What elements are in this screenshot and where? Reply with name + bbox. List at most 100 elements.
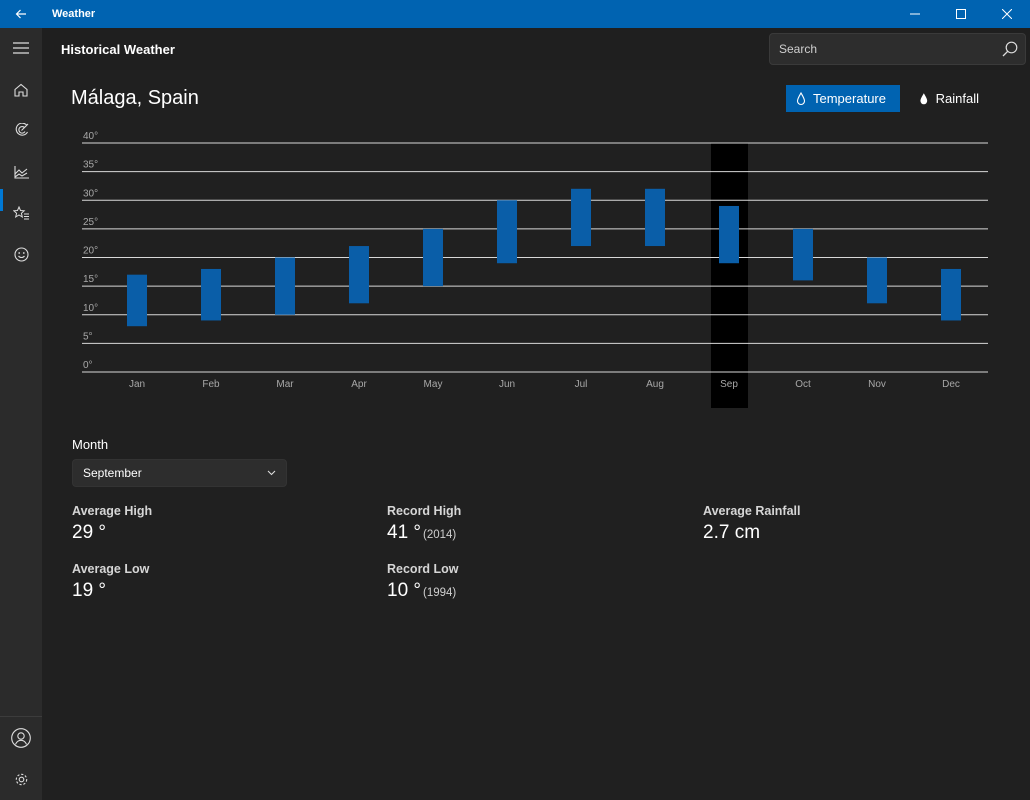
y-tick-label: 30°: [83, 188, 98, 199]
thermometer-drop-icon: [796, 91, 806, 105]
stat-label: Average High: [72, 504, 153, 518]
back-arrow-icon: [15, 9, 26, 19]
main-content: Málaga, Spain Temperature Rainfall 0° 5° 1…: [42, 70, 1030, 800]
maximize-button[interactable]: [938, 0, 984, 28]
temperature-label: Temperature: [813, 91, 886, 106]
temperature-bar-oct[interactable]: [793, 228, 813, 281]
menu-button[interactable]: [0, 28, 42, 68]
minimize-button[interactable]: [892, 0, 938, 28]
y-tick-label: 15°: [83, 274, 98, 285]
title-bar: Weather: [0, 0, 1030, 28]
temperature-bar-nov[interactable]: [867, 257, 887, 304]
temperature-bar-apr[interactable]: [349, 246, 369, 304]
active-indicator: [0, 189, 3, 211]
close-icon: [1002, 9, 1012, 19]
month-label: Month: [72, 437, 109, 452]
minimize-icon: [910, 13, 920, 15]
radar-icon: [15, 122, 28, 136]
stat-value: 2.7 cm: [703, 522, 761, 543]
stat-value: 41 °: [387, 522, 422, 543]
stat-value-row: 10 ° (1994): [387, 580, 459, 602]
page-title: Historical Weather: [61, 42, 175, 57]
home-icon: [14, 83, 28, 97]
window-title: Weather: [52, 8, 96, 20]
nav-home[interactable]: [0, 70, 42, 110]
rainfall-toggle[interactable]: Rainfall: [909, 85, 989, 112]
stat-value: 19 °: [72, 580, 107, 601]
chevron-down-icon: [267, 470, 276, 476]
stat-record-high: Record High 41 ° (2014): [387, 504, 461, 544]
stat-value: 29 °: [72, 522, 107, 543]
month-selected-value: September: [83, 466, 142, 480]
x-tick-label: May: [424, 379, 443, 390]
temperature-bar-jul[interactable]: [571, 188, 591, 247]
x-tick-label: Aug: [646, 379, 664, 390]
x-tick-label: Feb: [202, 379, 220, 390]
temperature-bar-dec[interactable]: [941, 268, 961, 321]
stat-label: Record High: [387, 504, 462, 518]
stat-year: (1994): [423, 587, 457, 599]
x-tick-label: Oct: [795, 379, 811, 390]
temperature-bar-feb[interactable]: [201, 268, 221, 321]
selected-month-highlight[interactable]: [711, 143, 748, 408]
stat-label: Record Low: [387, 562, 459, 576]
x-tick-label: Jun: [499, 379, 515, 390]
close-button[interactable]: [984, 0, 1030, 28]
stat-value-row: 41 ° (2014): [387, 522, 461, 544]
y-tick-label: 40°: [83, 131, 98, 142]
x-tick-label: Sep: [720, 379, 738, 390]
nav-life[interactable]: [0, 234, 42, 274]
stat-value: 10 °: [387, 580, 422, 601]
search-input[interactable]: [770, 42, 995, 56]
stat-average-low: Average Low 19 °: [72, 562, 149, 602]
temperature-bar-mar[interactable]: [275, 257, 295, 315]
nav-favorites[interactable]: [0, 193, 42, 233]
nav-historical-weather[interactable]: [0, 152, 42, 192]
x-tick-label: Mar: [276, 379, 294, 390]
window-controls: [892, 0, 1030, 28]
nav-divider: [0, 716, 42, 717]
temperature-bar-aug[interactable]: [645, 188, 665, 247]
search-button[interactable]: [995, 34, 1025, 64]
temperature-bar-jan[interactable]: [127, 274, 147, 327]
x-tick-label: Jul: [575, 379, 588, 390]
stat-label: Average Rainfall: [703, 504, 801, 518]
nav-maps[interactable]: [0, 110, 42, 150]
back-button[interactable]: [0, 0, 42, 28]
search-icon: [1002, 41, 1018, 57]
x-tick-label: Nov: [868, 379, 886, 390]
account-button[interactable]: [0, 718, 42, 758]
location-title: Málaga, Spain: [71, 87, 199, 109]
y-tick-label: 35°: [83, 160, 98, 171]
temperature-range-chart: 0° 5° 10° 15° 20° 25° 30° 35° 40° Jan Feb Mar Apr May…: [82, 131, 988, 408]
y-tick-label: 25°: [83, 217, 98, 228]
temperature-bar-jun[interactable]: [497, 200, 517, 264]
settings-button[interactable]: [0, 759, 42, 799]
rainfall-label: Rainfall: [935, 91, 979, 106]
nav-rail: [0, 28, 42, 800]
stat-label: Average Low: [72, 562, 150, 576]
settings-icon: [15, 773, 27, 785]
historical-chart-icon: [13, 165, 29, 179]
stat-average-high: Average High 29 °: [72, 504, 152, 544]
app-header: Historical Weather: [42, 28, 1030, 70]
y-tick-label: 20°: [83, 246, 98, 257]
maximize-icon: [956, 9, 966, 19]
x-tick-label: Dec: [942, 379, 960, 390]
temperature-bar-may[interactable]: [423, 228, 443, 287]
account-icon: [11, 728, 31, 748]
x-tick-label: Jan: [129, 379, 145, 390]
stat-record-low: Record Low 10 ° (1994): [387, 562, 459, 602]
temperature-bar-sep[interactable]: [719, 205, 739, 264]
y-tick-label: 0°: [83, 360, 93, 371]
menu-icon: [13, 42, 29, 54]
stat-year: (2014): [423, 529, 457, 541]
y-tick-label: 5°: [83, 331, 93, 342]
temperature-toggle[interactable]: Temperature: [786, 85, 900, 112]
raindrop-icon: [920, 92, 928, 104]
favorites-icon: [13, 206, 29, 220]
y-tick-label: 10°: [83, 303, 98, 314]
month-dropdown[interactable]: September: [72, 459, 287, 487]
smiley-icon: [13, 246, 29, 262]
search-box: [769, 33, 1026, 65]
